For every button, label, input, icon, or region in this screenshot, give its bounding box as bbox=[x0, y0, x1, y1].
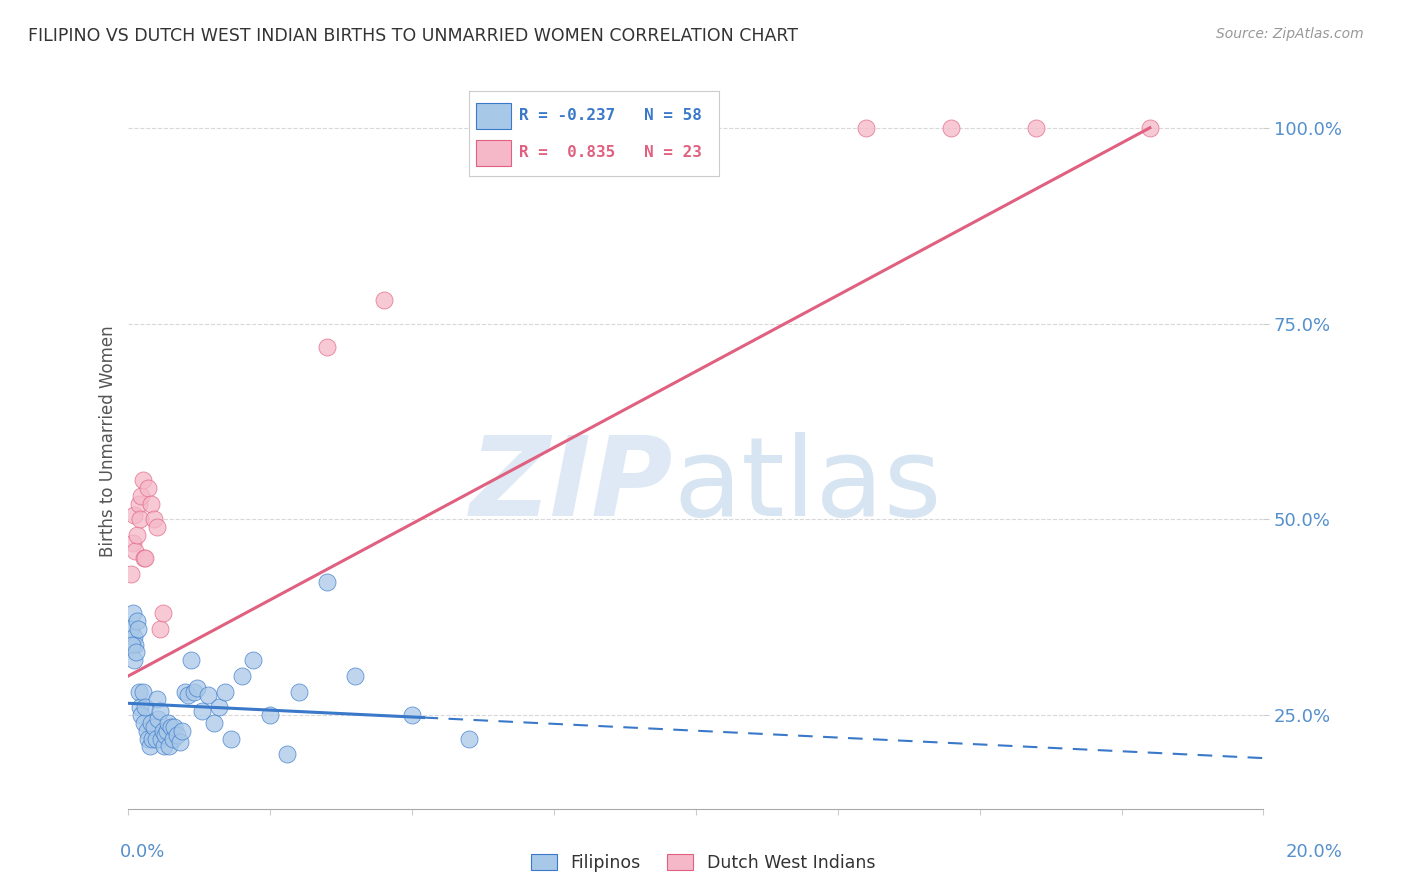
Point bbox=[120, 567, 142, 582]
Point bbox=[146, 712, 169, 726]
Point bbox=[177, 689, 200, 703]
Point bbox=[136, 723, 159, 738]
Point bbox=[169, 735, 191, 749]
Point bbox=[139, 739, 162, 754]
Point bbox=[125, 645, 148, 659]
Text: FILIPINO VS DUTCH WEST INDIAN BIRTHS TO UNMARRIED WOMEN CORRELATION CHART: FILIPINO VS DUTCH WEST INDIAN BIRTHS TO … bbox=[28, 27, 799, 45]
Point bbox=[122, 536, 145, 550]
Point bbox=[121, 638, 143, 652]
Point bbox=[163, 720, 186, 734]
Point bbox=[941, 120, 963, 135]
Point bbox=[141, 731, 163, 746]
Text: 20.0%: 20.0% bbox=[1286, 843, 1343, 861]
Point bbox=[136, 481, 159, 495]
Point bbox=[259, 708, 281, 723]
Point bbox=[141, 497, 163, 511]
Point bbox=[125, 614, 148, 628]
Point bbox=[157, 739, 180, 754]
Point bbox=[401, 708, 423, 723]
Point bbox=[172, 723, 194, 738]
Point bbox=[166, 728, 188, 742]
Point bbox=[150, 731, 173, 746]
Point bbox=[149, 704, 172, 718]
Point bbox=[146, 692, 169, 706]
Point bbox=[141, 715, 163, 730]
Point bbox=[162, 731, 184, 746]
Point bbox=[373, 293, 395, 307]
Point bbox=[125, 528, 148, 542]
Point bbox=[128, 700, 150, 714]
Point bbox=[134, 551, 156, 566]
Point bbox=[120, 622, 142, 636]
Point bbox=[145, 731, 167, 746]
Point bbox=[149, 622, 172, 636]
Point bbox=[156, 723, 179, 738]
Point bbox=[316, 340, 339, 354]
Point bbox=[183, 684, 205, 698]
Point bbox=[143, 512, 166, 526]
Point bbox=[134, 715, 156, 730]
Point bbox=[129, 489, 152, 503]
Point bbox=[191, 704, 214, 718]
Point bbox=[855, 120, 877, 135]
Point bbox=[157, 715, 180, 730]
Point bbox=[155, 728, 177, 742]
Point bbox=[276, 747, 298, 762]
Point bbox=[174, 684, 197, 698]
Point bbox=[316, 574, 339, 589]
Point bbox=[287, 684, 309, 698]
Point bbox=[128, 497, 150, 511]
Point bbox=[134, 700, 156, 714]
Point bbox=[122, 653, 145, 667]
Point bbox=[208, 700, 231, 714]
Point bbox=[129, 708, 152, 723]
Text: Source: ZipAtlas.com: Source: ZipAtlas.com bbox=[1216, 27, 1364, 41]
Point bbox=[136, 731, 159, 746]
Point bbox=[124, 543, 146, 558]
Point bbox=[219, 731, 242, 746]
Point bbox=[231, 669, 253, 683]
Y-axis label: Births to Unmarried Women: Births to Unmarried Women bbox=[100, 326, 117, 557]
Point bbox=[344, 669, 367, 683]
Legend: Filipinos, Dutch West Indians: Filipinos, Dutch West Indians bbox=[523, 847, 883, 879]
Point bbox=[186, 681, 208, 695]
Point bbox=[214, 684, 236, 698]
Point bbox=[134, 551, 156, 566]
Point bbox=[128, 512, 150, 526]
Point bbox=[131, 473, 153, 487]
Point bbox=[122, 630, 145, 644]
Text: atlas: atlas bbox=[673, 432, 942, 539]
Point bbox=[202, 715, 225, 730]
Point bbox=[128, 684, 150, 698]
Point bbox=[131, 684, 153, 698]
Point bbox=[127, 622, 149, 636]
Point bbox=[160, 720, 183, 734]
Text: ZIP: ZIP bbox=[470, 432, 673, 539]
Point bbox=[180, 653, 202, 667]
Point bbox=[1025, 120, 1047, 135]
Point bbox=[152, 739, 174, 754]
Point bbox=[124, 638, 146, 652]
Point bbox=[197, 689, 219, 703]
Point bbox=[152, 723, 174, 738]
Point bbox=[122, 508, 145, 523]
Point bbox=[146, 520, 169, 534]
Point bbox=[458, 731, 481, 746]
Text: 0.0%: 0.0% bbox=[120, 843, 165, 861]
Point bbox=[1139, 120, 1161, 135]
Point bbox=[143, 720, 166, 734]
Point bbox=[152, 607, 174, 621]
Point bbox=[122, 607, 145, 621]
Point bbox=[242, 653, 264, 667]
